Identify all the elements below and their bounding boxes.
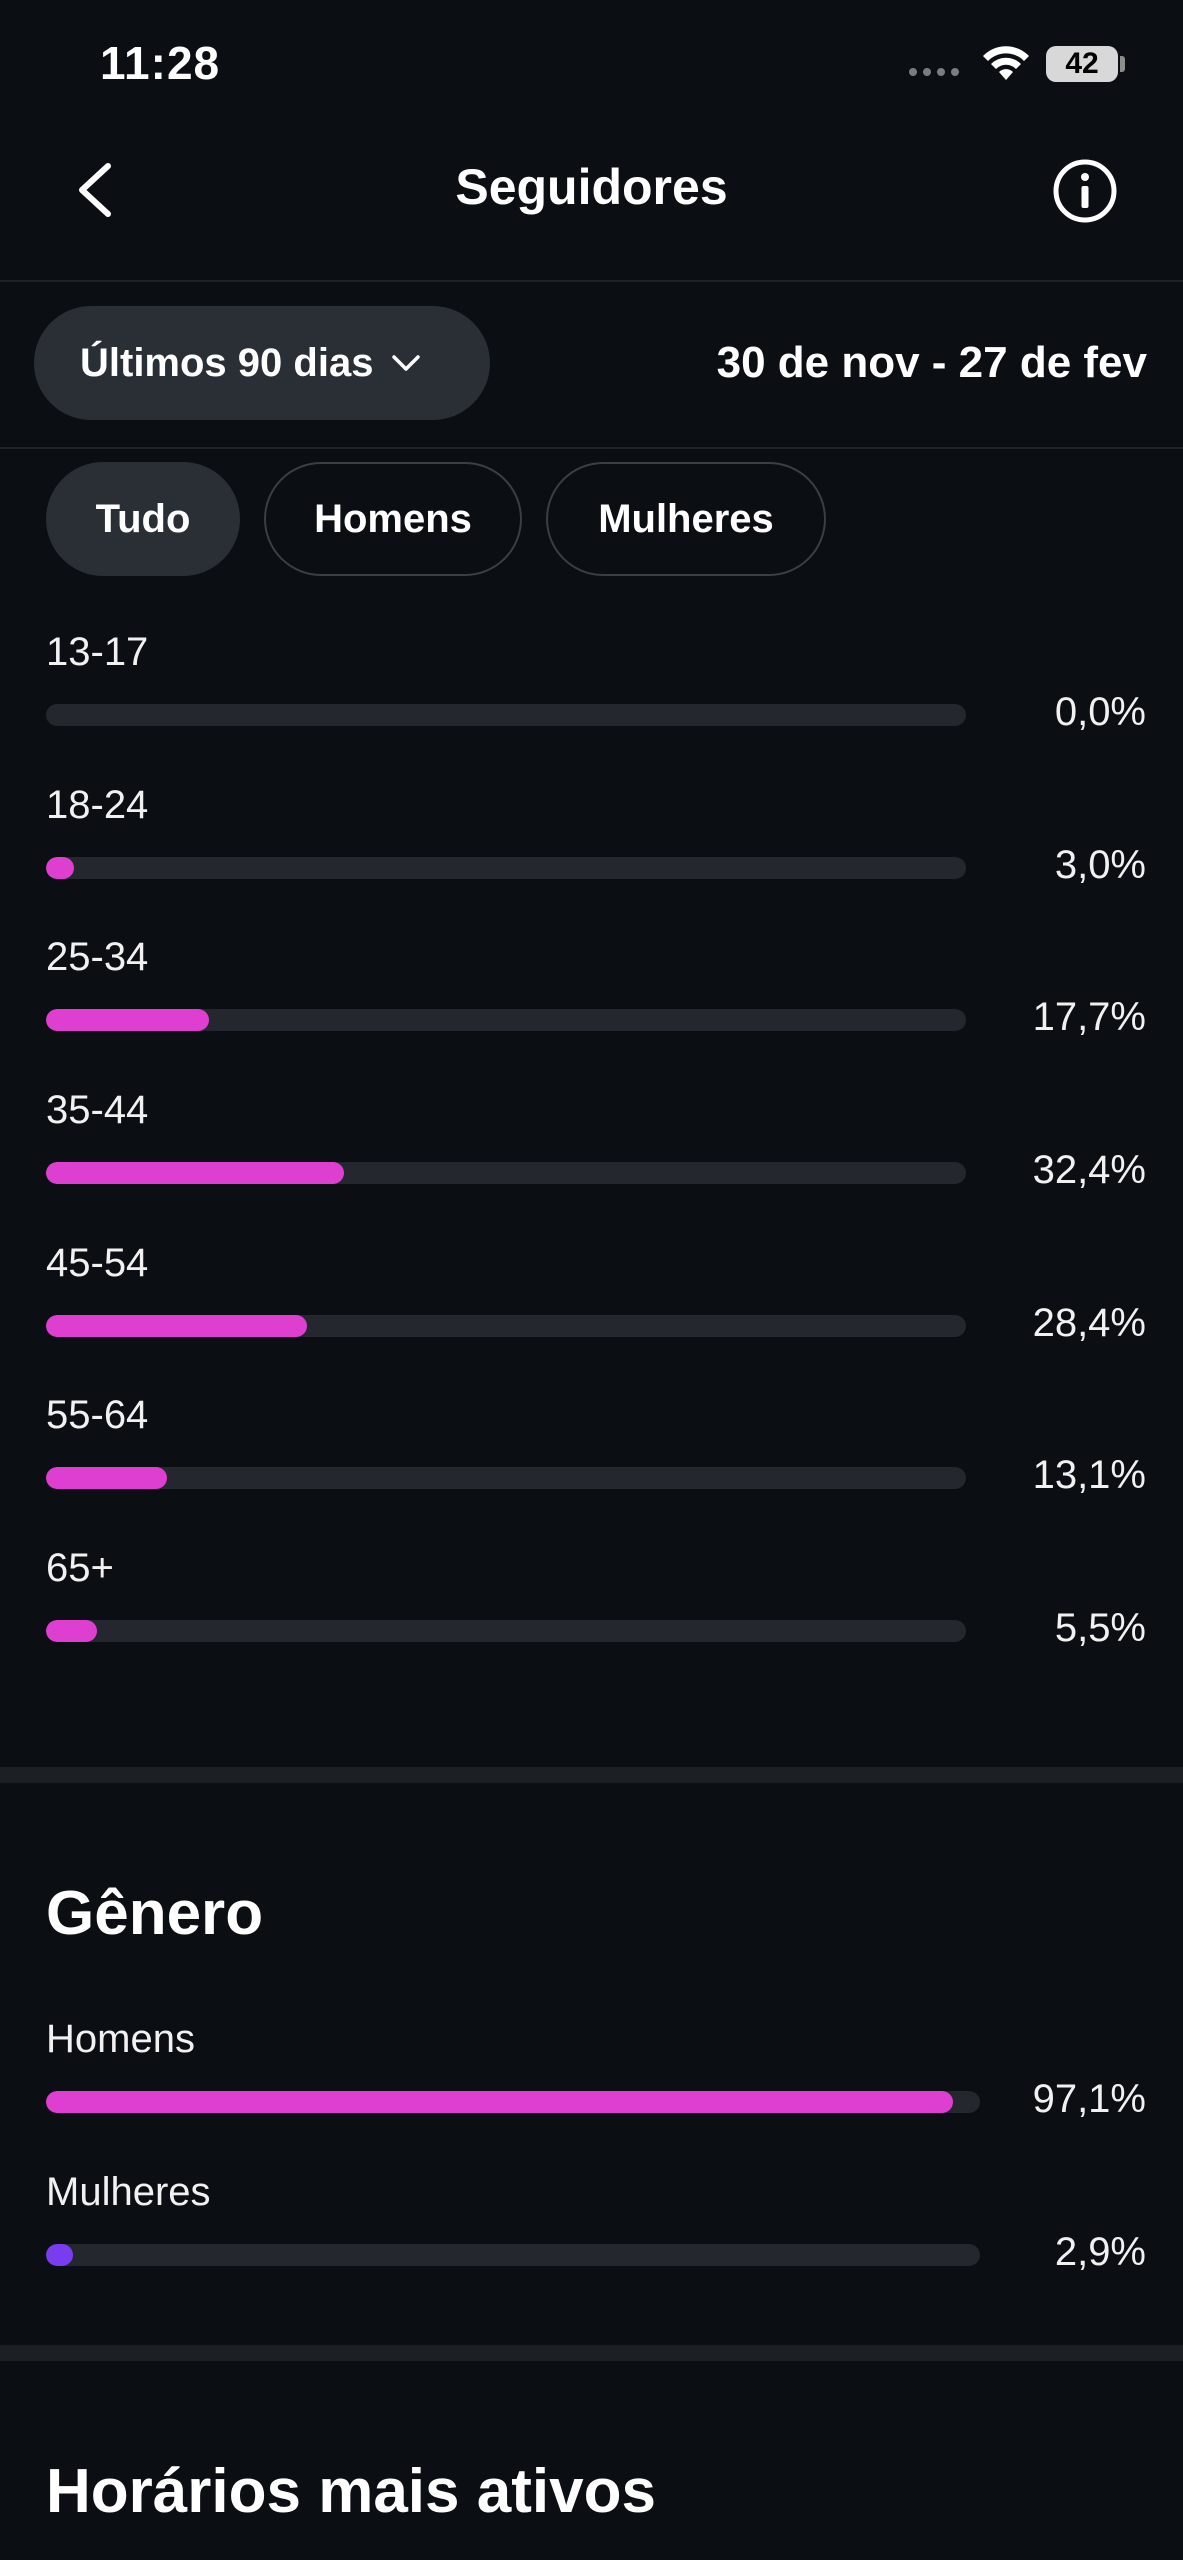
age-bar-fill [46,1315,308,1337]
age-row-45-54: 45-54 28,4% [46,1241,1146,1391]
age-bar-track [46,1162,966,1184]
age-row-13-17: 13-17 0,0% [46,630,1146,780]
age-row-35-44: 35-44 32,4% [46,1088,1146,1238]
age-percentage: 5,5% [1054,1606,1146,1650]
gender-bar-track [46,2244,980,2266]
section-divider [0,2345,1183,2361]
gender-section-title: Gênero [46,1879,264,1948]
age-row-25-34: 25-34 17,7% [46,935,1146,1085]
age-percentage: 17,7% [1032,995,1146,1039]
filter-row: Últimos 90 dias 30 de nov - 27 de fev [0,282,1183,449]
age-bar-track [46,1467,966,1489]
age-percentage: 28,4% [1032,1301,1146,1345]
age-percentage: 13,1% [1032,1453,1146,1497]
age-bar-fill [46,1009,209,1031]
age-label: 13-17 [46,630,149,674]
wifi-icon [983,46,1029,80]
tab-homens[interactable]: Homens [264,462,522,576]
age-percentage: 32,4% [1032,1148,1146,1192]
chevron-down-icon [392,355,421,371]
gender-bar-track [46,2091,980,2113]
gender-percentage: 2,9% [1054,2230,1146,2274]
age-percentage: 3,0% [1054,843,1146,887]
gender-row-mulheres: Mulheres 2,9% [46,2170,1146,2320]
tab-tudo[interactable]: Tudo [46,462,240,576]
info-icon[interactable] [1052,158,1118,224]
gender-label: Mulheres [46,2170,211,2214]
header: Seguidores [0,130,1183,282]
date-range-text: 30 de nov - 27 de fev [716,338,1147,387]
battery-indicator: 42 [1046,46,1118,82]
age-percentage: 0,0% [1054,690,1146,734]
section-divider [0,1767,1183,1783]
cellular-signal-icon [909,68,959,76]
age-bar-track [46,1620,966,1642]
age-label: 55-64 [46,1393,149,1437]
age-row-55-64: 55-64 13,1% [46,1393,1146,1543]
age-label: 25-34 [46,935,149,979]
page-title: Seguidores [455,159,728,215]
status-time: 11:28 [100,37,221,89]
age-label: 18-24 [46,783,149,827]
age-bar-track [46,1009,966,1031]
age-label: 45-54 [46,1241,149,1285]
gender-bar-fill [46,2244,74,2266]
age-row-65-plus: 65+ 5,5% [46,1546,1146,1696]
age-bar-track [46,857,966,879]
age-bar-fill [46,1620,97,1642]
back-arrow-icon[interactable] [70,160,122,220]
date-range-dropdown-label: Últimos 90 dias [80,340,374,385]
gender-bar-fill [46,2091,953,2113]
gender-percentage: 97,1% [1032,2077,1146,2121]
date-range-dropdown[interactable]: Últimos 90 dias [34,306,490,420]
status-bar: 11:28 42 [0,0,1183,130]
battery-tip-icon [1120,56,1125,72]
age-row-18-24: 18-24 3,0% [46,783,1146,933]
gender-row-homens: Homens 97,1% [46,2017,1146,2167]
age-bar-fill [46,857,74,879]
age-bar-track [46,704,966,726]
age-bar-track [46,1315,966,1337]
tab-mulheres[interactable]: Mulheres [546,462,826,576]
audience-segment-tabs: Tudo Homens Mulheres [46,462,826,576]
age-bar-fill [46,1162,345,1184]
age-bar-fill [46,1467,167,1489]
active-hours-section-title: Horários mais ativos [46,2457,656,2526]
age-label: 35-44 [46,1088,149,1132]
age-label: 65+ [46,1546,114,1590]
gender-label: Homens [46,2017,195,2061]
